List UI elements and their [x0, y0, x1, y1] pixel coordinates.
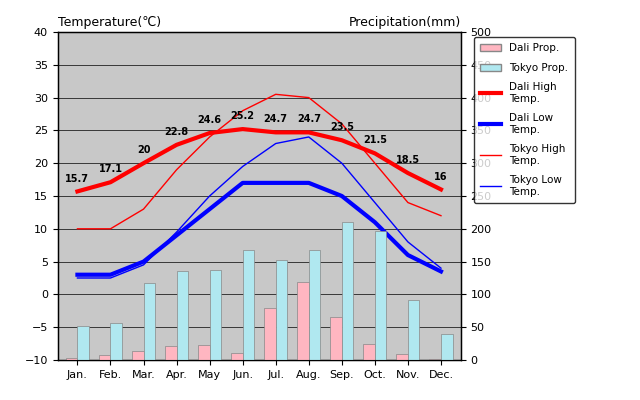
Legend: Dali Prop., Tokyo Prop., Dali High
Temp., Dali Low
Temp., Tokyo High
Temp., Toky: Dali Prop., Tokyo Prop., Dali High Temp.… — [474, 37, 575, 203]
Bar — [177, 272, 188, 360]
Bar — [210, 270, 221, 360]
Tokyo High
Temp. — [239, 108, 246, 113]
Tokyo High
Temp. — [173, 167, 180, 172]
Line: Tokyo High
Temp.: Tokyo High Temp. — [77, 94, 441, 229]
Bar — [330, 317, 342, 360]
Tokyo Low
Temp. — [239, 164, 246, 169]
Text: 21.5: 21.5 — [363, 136, 387, 146]
Bar — [375, 231, 387, 360]
Tokyo Low
Temp. — [371, 200, 379, 205]
Text: 20: 20 — [137, 145, 150, 155]
Bar — [132, 352, 143, 360]
Dali Low
Temp. — [371, 220, 379, 225]
Dali Low
Temp. — [239, 180, 246, 185]
Line: Dali High
Temp.: Dali High Temp. — [77, 129, 441, 192]
Bar — [111, 323, 122, 360]
Bar — [231, 353, 243, 360]
Tokyo Low
Temp. — [140, 262, 147, 267]
Tokyo High
Temp. — [338, 122, 346, 126]
Bar — [77, 326, 89, 360]
Dali High
Temp. — [74, 189, 81, 194]
Bar — [396, 354, 408, 360]
Dali Low
Temp. — [206, 207, 214, 212]
Tokyo High
Temp. — [140, 207, 147, 212]
Dali High
Temp. — [437, 187, 445, 192]
Dali High
Temp. — [305, 130, 312, 135]
Text: 22.8: 22.8 — [164, 127, 189, 137]
Bar — [198, 345, 210, 360]
Text: 24.7: 24.7 — [264, 114, 288, 124]
Dali Low
Temp. — [404, 253, 412, 258]
Dali High
Temp. — [239, 127, 246, 132]
Tokyo High
Temp. — [272, 92, 280, 97]
Tokyo High
Temp. — [437, 213, 445, 218]
Tokyo High
Temp. — [107, 226, 115, 231]
Dali Low
Temp. — [437, 269, 445, 274]
Tokyo Low
Temp. — [206, 194, 214, 198]
Line: Dali Low
Temp.: Dali Low Temp. — [77, 183, 441, 275]
Tokyo Low
Temp. — [404, 240, 412, 244]
Bar — [342, 222, 353, 360]
Tokyo Low
Temp. — [107, 276, 115, 280]
Dali High
Temp. — [107, 180, 115, 185]
Dali Low
Temp. — [74, 272, 81, 277]
Bar — [364, 344, 375, 360]
Bar — [243, 250, 254, 360]
Tokyo High
Temp. — [74, 226, 81, 231]
Text: Precipitation(mm): Precipitation(mm) — [349, 16, 461, 30]
Dali High
Temp. — [206, 131, 214, 136]
Tokyo Low
Temp. — [74, 276, 81, 280]
Dali Low
Temp. — [173, 233, 180, 238]
Bar — [143, 282, 155, 360]
Dali High
Temp. — [140, 161, 147, 166]
Dali Low
Temp. — [107, 272, 115, 277]
Text: 24.6: 24.6 — [198, 115, 221, 125]
Tokyo High
Temp. — [371, 161, 379, 166]
Dali High
Temp. — [173, 142, 180, 147]
Dali High
Temp. — [338, 138, 346, 143]
Dali Low
Temp. — [140, 259, 147, 264]
Dali Low
Temp. — [338, 194, 346, 198]
Bar — [408, 300, 419, 360]
Dali Low
Temp. — [305, 180, 312, 185]
Text: 18.5: 18.5 — [396, 155, 420, 165]
Tokyo Low
Temp. — [437, 266, 445, 270]
Tokyo Low
Temp. — [305, 134, 312, 139]
Bar — [276, 260, 287, 360]
Tokyo Low
Temp. — [338, 161, 346, 166]
Tokyo Low
Temp. — [272, 141, 280, 146]
Text: 15.7: 15.7 — [65, 174, 90, 184]
Bar — [308, 250, 321, 360]
Text: 23.5: 23.5 — [330, 122, 354, 132]
Tokyo High
Temp. — [404, 200, 412, 205]
Bar — [264, 308, 276, 360]
Line: Tokyo Low
Temp.: Tokyo Low Temp. — [77, 137, 441, 278]
Dali High
Temp. — [272, 130, 280, 135]
Dali High
Temp. — [371, 151, 379, 156]
Dali Low
Temp. — [272, 180, 280, 185]
Tokyo Low
Temp. — [173, 230, 180, 234]
Bar — [66, 358, 77, 360]
Tokyo High
Temp. — [206, 134, 214, 139]
Bar — [429, 359, 441, 360]
Bar — [441, 334, 452, 360]
Tokyo High
Temp. — [305, 95, 312, 100]
Text: 16: 16 — [434, 172, 448, 182]
Bar — [99, 355, 111, 360]
Bar — [297, 282, 308, 360]
Text: 25.2: 25.2 — [230, 111, 255, 121]
Text: Temperature(℃): Temperature(℃) — [58, 16, 161, 30]
Bar — [165, 346, 177, 360]
Text: 24.7: 24.7 — [297, 114, 321, 124]
Text: 17.1: 17.1 — [99, 164, 122, 174]
Dali High
Temp. — [404, 171, 412, 176]
